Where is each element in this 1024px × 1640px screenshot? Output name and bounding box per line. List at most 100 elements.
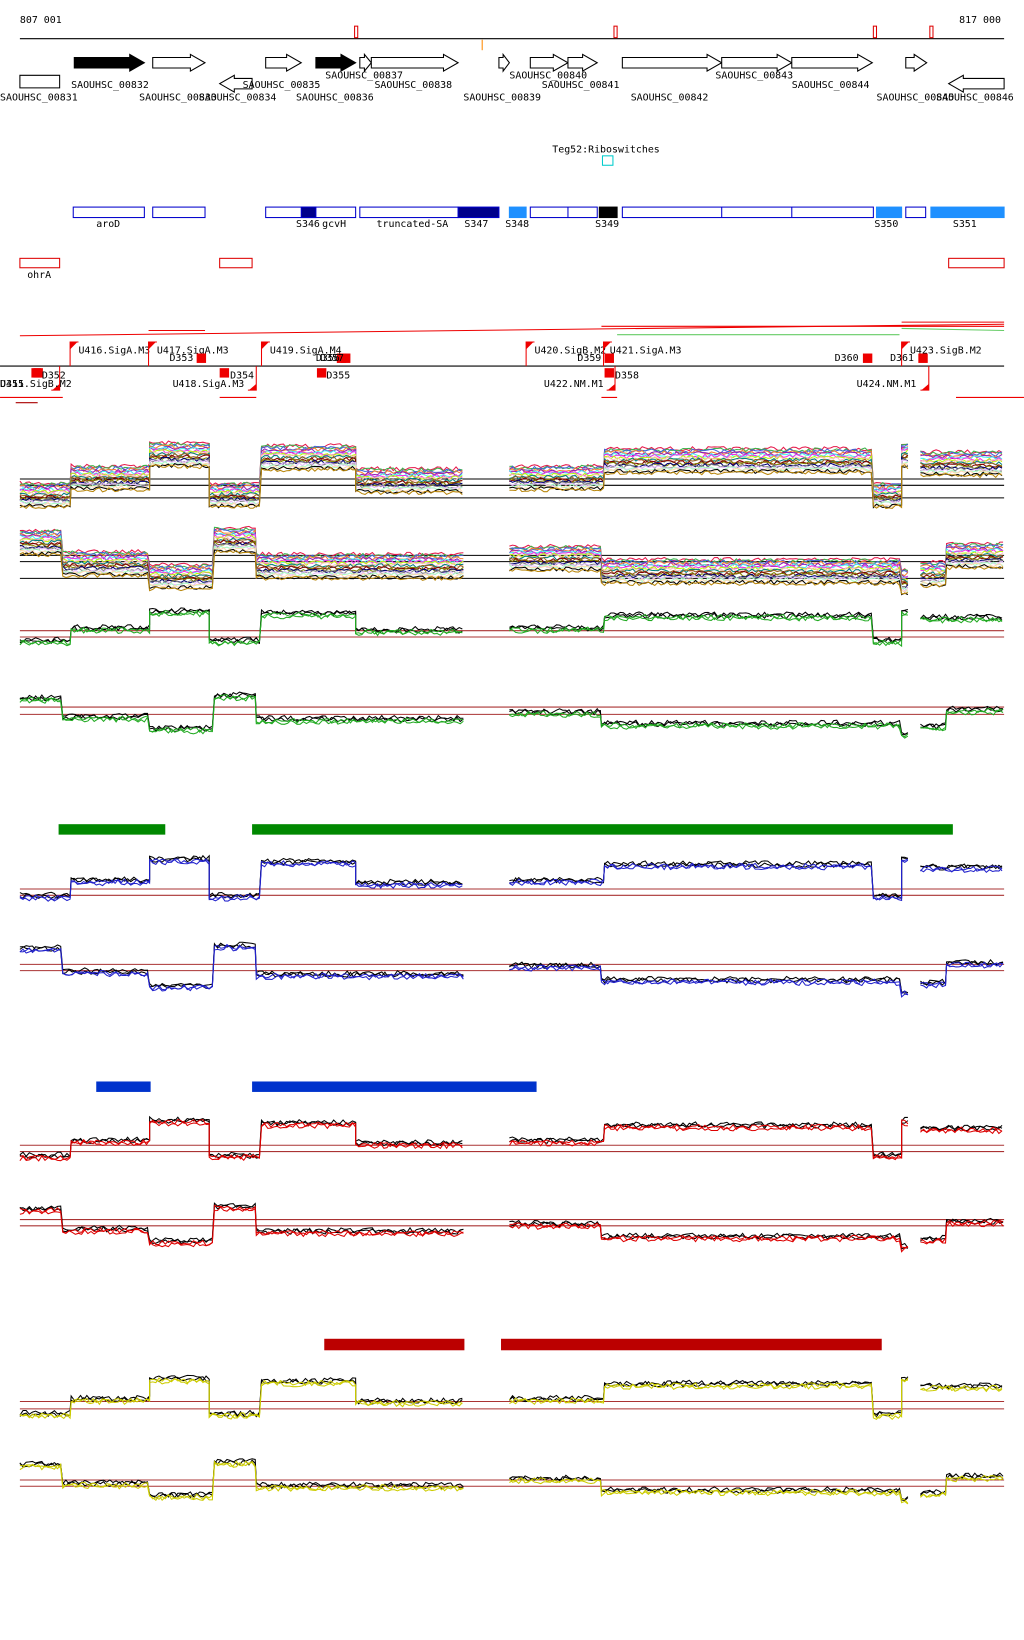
gene-label: SAOUHSC_00843 [715, 70, 793, 81]
gene-arrow [791, 53, 874, 73]
promoter-arrowhead [921, 383, 929, 391]
terminator-label: D352 [42, 371, 66, 382]
terminator-box [196, 353, 207, 363]
operon-track [19, 257, 1005, 269]
region-bar [324, 1338, 465, 1351]
region-bar [501, 1338, 882, 1351]
gene-label: SAOUHSC_00836 [296, 92, 374, 103]
signal-line [19, 445, 1003, 492]
signal-line [19, 455, 1003, 502]
terminator-box [862, 353, 873, 363]
promoter-arrowhead [901, 342, 909, 350]
signal-line [19, 1378, 1003, 1421]
feature-label: S347 [464, 219, 488, 230]
promoter-label: U421.SigA.M3 [610, 346, 682, 357]
gene-label: SAOUHSC_00831 [0, 92, 78, 103]
promoter-arrowhead [70, 342, 78, 350]
feature-label: S346 [296, 219, 320, 230]
signal-tracks [19, 440, 1005, 1505]
gene-label: SAOUHSC_00839 [463, 92, 541, 103]
gene-arrow [529, 53, 570, 73]
terminator-box [604, 368, 614, 378]
gene-arrow [721, 53, 793, 73]
gene-arrow [567, 53, 599, 73]
feature-label: S350 [874, 219, 898, 230]
gene-label: SAOUHSC_00832 [71, 80, 149, 91]
gene-label: SAOUHSC_00845 [877, 92, 955, 103]
terminator-box [219, 368, 230, 378]
gene-arrow [359, 52, 373, 73]
gene-arrow [621, 53, 723, 73]
region-bar [96, 1081, 151, 1092]
promoter-arrowhead [607, 383, 616, 391]
signal-line [19, 1460, 1004, 1504]
terminator-label: D357 [320, 353, 344, 364]
region-bar [58, 824, 166, 835]
gene-arrow [370, 53, 460, 73]
gene-arrow [152, 53, 207, 73]
signal-line [19, 1120, 1003, 1162]
region-bar [252, 1081, 537, 1092]
signal-line [19, 1461, 1004, 1505]
promoter-arrowhead [148, 342, 156, 350]
feature-label: truncated-SA [377, 219, 449, 230]
terminator-box [340, 353, 351, 363]
riboswitch-label: Teg52:Riboswitches [552, 145, 660, 156]
feature-label: gcvH [322, 219, 346, 230]
end-coordinate: 817 000 [959, 15, 1001, 26]
terminator-box [33, 368, 43, 378]
promoter-track [0, 321, 1024, 404]
feature-label: S351 [953, 219, 977, 230]
signal-line [19, 941, 1004, 994]
terminator-label: D355 [326, 371, 350, 382]
gene-arrow [218, 74, 253, 93]
gene-arrow [947, 74, 1005, 93]
feature-track [72, 206, 1005, 219]
gene-track: SAOUHSC_00831SAOUHSC_00832SAOUHSC_00833S… [0, 52, 1014, 103]
gene-arrow [73, 53, 146, 73]
terminator-label: D356 [316, 353, 340, 364]
operon-label: ohrA [27, 270, 51, 281]
signal-line [19, 858, 1003, 902]
promoter-arrowhead [52, 383, 60, 391]
terminator-label: D359 [577, 353, 601, 364]
promoter-label: U422.NM.M1 [544, 379, 604, 390]
feature-label: S348 [505, 219, 529, 230]
feature-label: S349 [595, 219, 619, 230]
signal-line [19, 611, 1003, 648]
gene-label: SAOUHSC_00837 [325, 70, 403, 81]
region-bar [252, 824, 953, 835]
promoter-label: U416.SigA.M3 [78, 346, 150, 357]
riboswitch-box [601, 155, 614, 166]
promoter-label: U420.SigB.M2 [534, 346, 606, 357]
promoter-arrowhead [248, 383, 257, 391]
terminator-box [604, 353, 614, 363]
terminator-label: D354 [230, 371, 254, 382]
gene-label: SAOUHSC_00833 [139, 92, 217, 103]
gene-label: SAOUHSC_00834 [199, 92, 277, 103]
ruler-marks [354, 25, 934, 51]
terminator-label: D361 [890, 353, 914, 364]
terminator-box [918, 353, 928, 363]
promoter-arrowhead [526, 342, 534, 350]
gene-label: SAOUHSC_00846 [936, 92, 1014, 103]
signal-line [19, 945, 1004, 998]
gene-arrow [19, 74, 61, 89]
gene-label: SAOUHSC_00838 [374, 80, 452, 91]
signal-line [19, 549, 1004, 595]
gene-label: SAOUHSC_00842 [631, 92, 709, 103]
promoter-label: U423.SigB.M2 [910, 346, 982, 357]
terminator-label: D358 [615, 371, 639, 382]
annotation-labels: aroD S346 gcvH truncated-SA S347 S348 S349 S350… [0, 219, 982, 391]
gene-label: SAOUHSC_00841 [542, 80, 620, 91]
terminator-label: D360 [835, 353, 859, 364]
terminator-label: D353 [169, 353, 193, 364]
terminator-box [316, 368, 327, 378]
signal-line [19, 460, 1003, 507]
signal-line [19, 695, 1004, 739]
gene-arrow [905, 53, 928, 73]
promoter-label: U419.SigA.M4 [270, 346, 342, 357]
signal-line [19, 1206, 1004, 1253]
promoter-label: U424.NM.M1 [857, 379, 917, 390]
